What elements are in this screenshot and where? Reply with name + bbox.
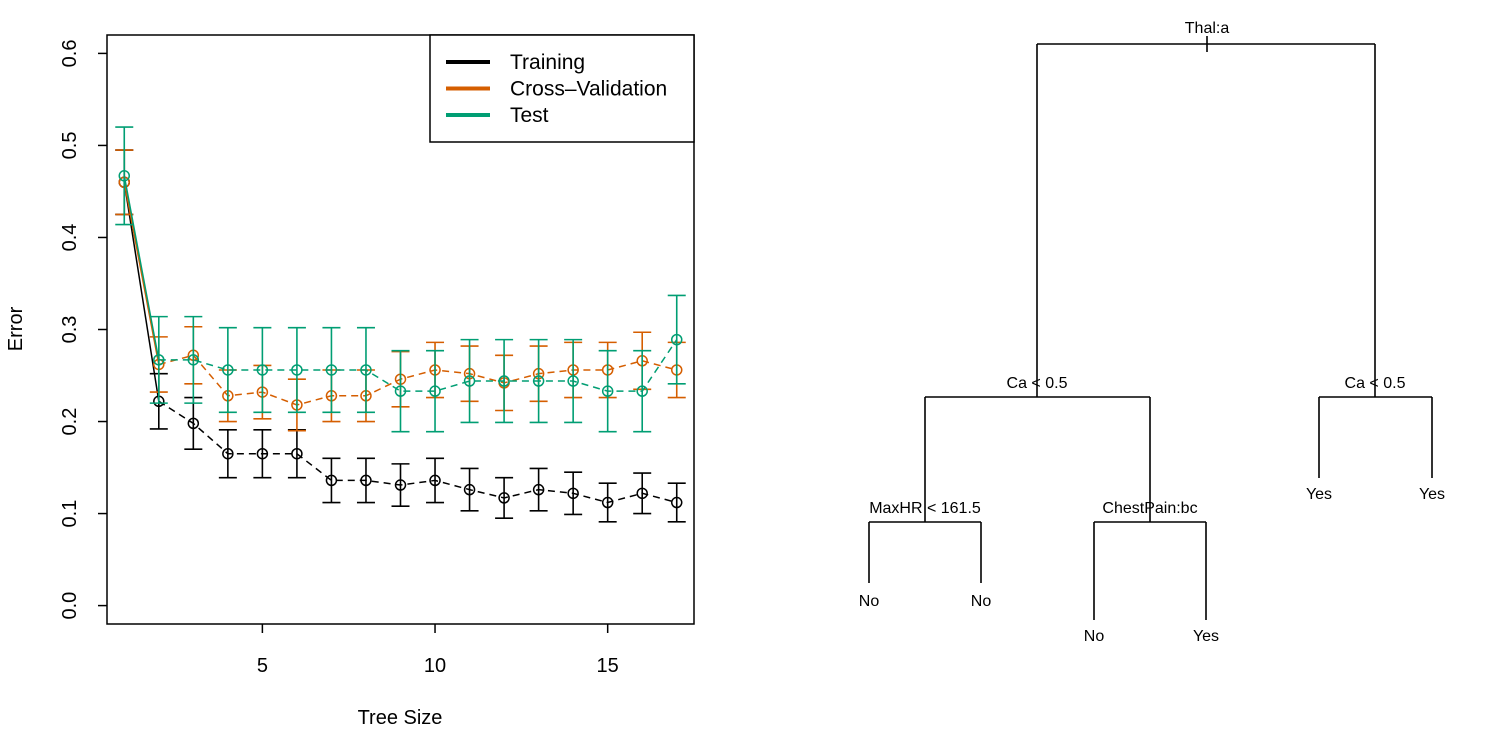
- data-point: [670, 496, 683, 509]
- x-tick-label: 10: [424, 655, 446, 677]
- series-layer: [115, 126, 686, 523]
- data-point: [325, 474, 338, 487]
- data-point: [429, 474, 441, 487]
- data-point: [360, 364, 372, 376]
- data-point: [291, 447, 303, 460]
- leaf-label: No: [971, 593, 992, 610]
- data-point: [153, 354, 165, 366]
- series-test: [115, 126, 686, 433]
- y-tick-label: 0.2: [59, 408, 81, 436]
- x-tick-label: 15: [597, 655, 619, 677]
- data-point: [256, 364, 269, 376]
- legend-label: Training: [510, 51, 585, 74]
- node-maxhr-label: MaxHR < 161.5: [869, 500, 981, 517]
- data-point: [463, 375, 476, 387]
- y-tick-label: 0.4: [59, 224, 81, 252]
- node-left-label: Ca < 0.5: [1007, 375, 1068, 392]
- y-axis: 0.0 0.1 0.2 0.3 0.4 0.5 0.6: [59, 40, 107, 620]
- node-root-label: Thal:a: [1185, 20, 1230, 37]
- series-line: [123, 175, 160, 361]
- data-point: [498, 375, 510, 387]
- tree-labels: Thal:a Ca < 0.5 Ca < 0.5 MaxHR < 161.5 C…: [859, 20, 1445, 645]
- leaf-label: No: [1084, 628, 1105, 645]
- series-training: [115, 149, 686, 523]
- legend: Training Cross–Validation Test: [429, 34, 695, 143]
- legend-label: Cross–Validation: [510, 78, 667, 101]
- series-line: [123, 182, 160, 402]
- y-tick-label: 0.3: [59, 316, 81, 344]
- leaf-label: Yes: [1306, 486, 1332, 503]
- node-right-label: Ca < 0.5: [1345, 375, 1406, 392]
- data-point: [256, 447, 269, 460]
- x-axis-title: Tree Size: [358, 707, 443, 729]
- series-line: [123, 182, 160, 365]
- data-point: [222, 364, 234, 376]
- data-point: [601, 496, 614, 509]
- data-point: [222, 447, 234, 460]
- leaf-label: No: [859, 593, 880, 610]
- series-line: [158, 339, 678, 392]
- y-tick-label: 0.1: [59, 500, 81, 528]
- data-point: [670, 333, 683, 346]
- data-point: [187, 354, 200, 366]
- leaf-label: Yes: [1193, 628, 1219, 645]
- y-axis-title: Error: [5, 306, 27, 351]
- data-point: [636, 487, 648, 500]
- data-point: [360, 474, 372, 487]
- legend-label: Test: [510, 104, 549, 127]
- data-point: [118, 170, 131, 182]
- data-point: [636, 385, 648, 397]
- series-line: [158, 400, 677, 504]
- data-point: [532, 483, 545, 496]
- data-point: [394, 479, 407, 491]
- error-chart: 0.0 0.1 0.2 0.3 0.4 0.5 0.6 5 10 15 Tree Size Er…: [5, 34, 695, 729]
- node-chestpain-label: ChestPain:bc: [1102, 500, 1197, 517]
- data-point: [429, 385, 441, 397]
- data-point: [187, 417, 200, 430]
- data-point: [498, 492, 510, 504]
- y-tick-label: 0.6: [59, 40, 81, 68]
- data-point: [567, 487, 579, 500]
- y-tick-label: 0.0: [59, 592, 81, 620]
- leaf-label: Yes: [1419, 486, 1445, 503]
- data-point: [463, 483, 476, 496]
- x-tick-label: 5: [257, 655, 268, 677]
- data-point: [532, 375, 545, 387]
- data-point: [325, 364, 338, 376]
- data-point: [567, 375, 579, 387]
- data-point: [291, 364, 303, 376]
- data-point: [394, 385, 407, 397]
- y-tick-label: 0.5: [59, 132, 81, 160]
- data-point: [601, 385, 614, 397]
- x-axis: 5 10 15: [257, 624, 619, 677]
- decision-tree: [868, 36, 1433, 620]
